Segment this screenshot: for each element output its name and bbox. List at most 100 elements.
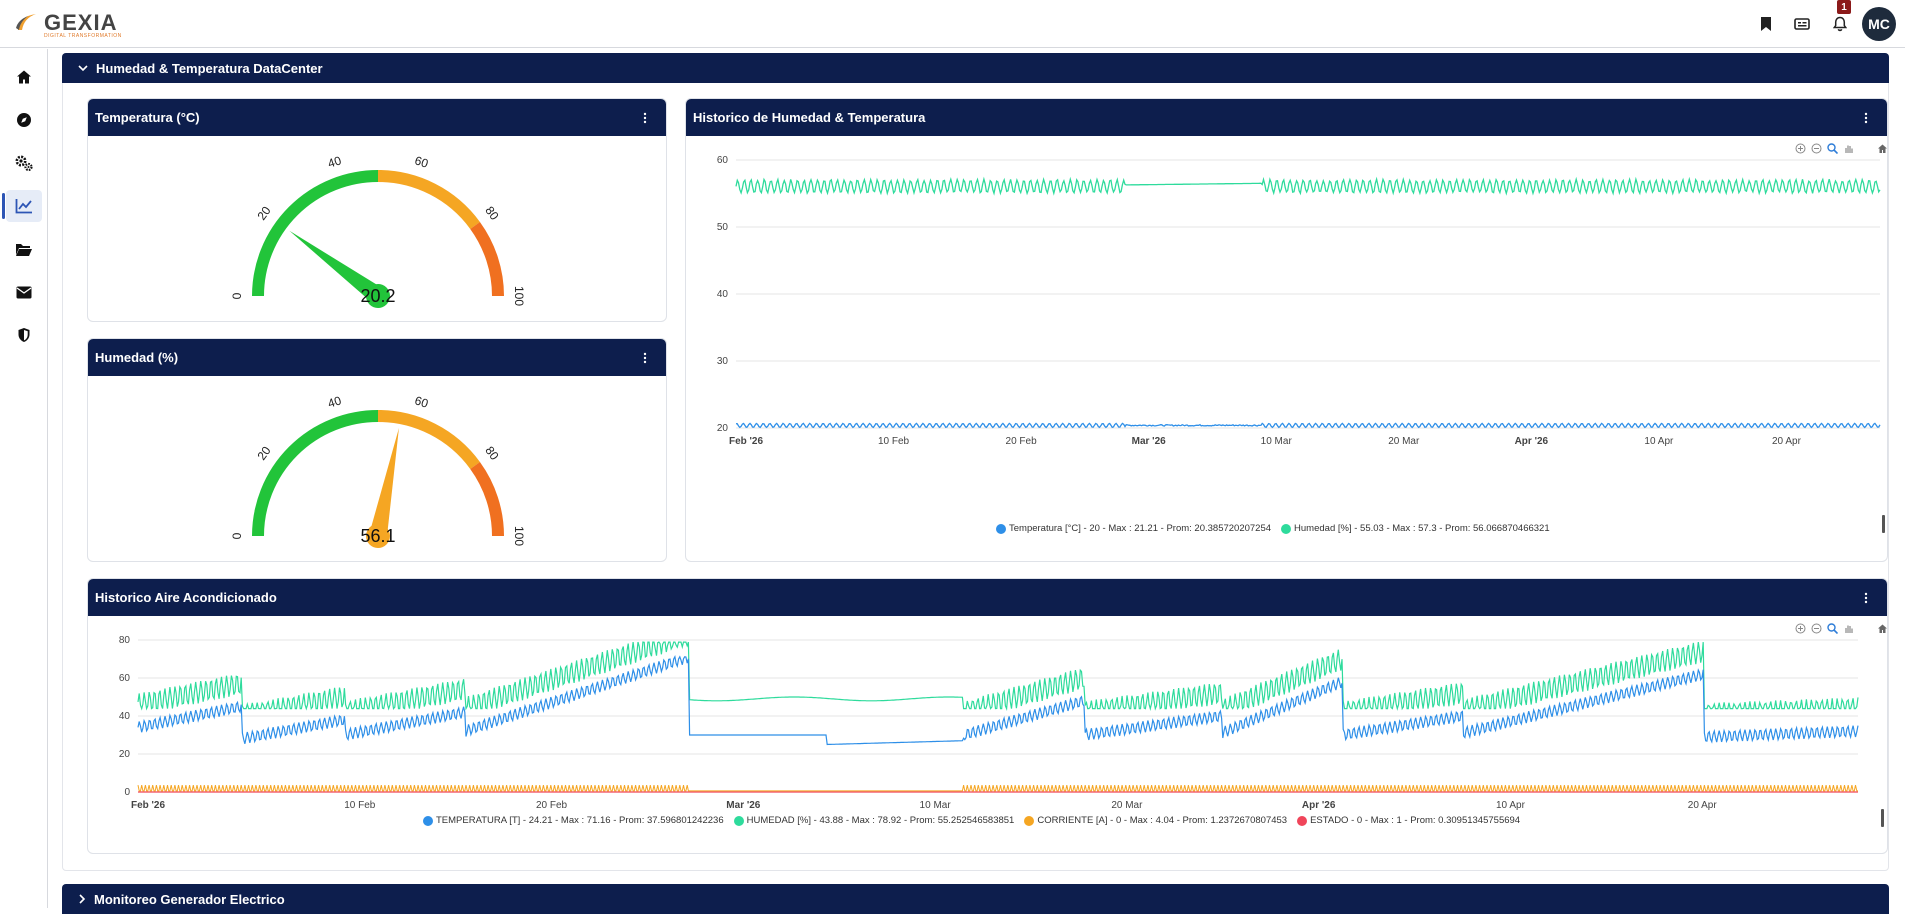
legend-item[interactable]: Temperatura [°C] - 20 - Max : 21.21 - Pr… xyxy=(996,523,1271,534)
x-tick-label: Apr '26 xyxy=(1302,800,1336,811)
card-menu-kebab-icon[interactable] xyxy=(640,109,650,127)
compass-icon xyxy=(17,113,31,127)
chart-scroll-handle[interactable] xyxy=(1882,515,1885,533)
y-tick-label: 0 xyxy=(124,787,130,798)
pan-hand-icon[interactable] xyxy=(1842,622,1854,634)
legend-label: TEMPERATURA [T] - 24.21 - Max : 71.16 - … xyxy=(436,815,724,826)
avatar[interactable]: MC xyxy=(1862,7,1896,41)
x-tick-label: 20 Mar xyxy=(1388,436,1420,447)
y-tick-label: 30 xyxy=(717,356,729,367)
sidebar-item-home[interactable] xyxy=(6,61,42,93)
card-menu-kebab-icon[interactable] xyxy=(1861,109,1871,127)
generator-section-header[interactable]: Monitoreo Generador Electrico xyxy=(62,884,1889,914)
chevron-down-icon xyxy=(78,64,88,72)
gauge-value-label: 56.1 xyxy=(360,526,395,546)
historic-ac-title: Historico Aire Acondicionado xyxy=(95,590,277,605)
bookmark-icon[interactable] xyxy=(1754,12,1778,36)
main-content: Humedad & Temperatura DataCenter Tempera… xyxy=(49,49,1905,914)
chart-scroll-handle[interactable] xyxy=(1881,809,1884,827)
gauge-tick-label: 20 xyxy=(254,203,273,222)
historic-hum-temp-title: Historico de Humedad & Temperatura xyxy=(693,110,926,125)
card-menu-kebab-icon[interactable] xyxy=(640,349,650,367)
sidebar-item-files[interactable] xyxy=(6,233,42,265)
temperature-gauge-card: Temperatura (°C) 0 20 40 60 80 100 20.2 xyxy=(87,98,667,322)
zoom-out-icon[interactable] xyxy=(1810,622,1822,634)
x-tick-label: Mar '26 xyxy=(1132,436,1167,447)
zoom-selection-icon[interactable] xyxy=(1826,142,1838,154)
x-tick-label: 20 Mar xyxy=(1111,800,1143,811)
gauge-tick-label: 40 xyxy=(326,153,343,171)
gauge-tick-label: 80 xyxy=(482,444,501,463)
x-tick-label: 10 Mar xyxy=(920,800,952,811)
legend-item[interactable]: TEMPERATURA [T] - 24.21 - Max : 71.16 - … xyxy=(423,815,724,826)
zoom-selection-icon[interactable] xyxy=(1826,622,1838,634)
sidebar-item-explore[interactable] xyxy=(6,104,42,136)
chevron-right-icon xyxy=(78,894,86,904)
legend-item[interactable]: CORRIENTE [A] - 0 - Max : 4.04 - Prom: 1… xyxy=(1024,815,1287,826)
gauge-band-red xyxy=(470,461,504,537)
sidebar-item-analytics[interactable] xyxy=(2,190,42,222)
notification-badge: 1 xyxy=(1837,0,1851,14)
x-tick-label: Feb '26 xyxy=(131,800,165,811)
card-menu-kebab-icon[interactable] xyxy=(1861,589,1871,607)
pan-hand-icon[interactable] xyxy=(1842,142,1854,154)
chart-toolbar xyxy=(1794,142,1887,154)
x-tick-label: Feb '26 xyxy=(729,436,763,447)
historic-hum-temp-card: Historico de Humedad & Temperatura 60 50 4… xyxy=(685,98,1888,562)
legend-label: CORRIENTE [A] - 0 - Max : 4.04 - Prom: 1… xyxy=(1037,815,1288,826)
legend-label: Humedad [%] - 55.03 - Max : 57.3 - Prom:… xyxy=(1294,523,1550,534)
reset-zoom-home-icon[interactable] xyxy=(1876,622,1887,634)
envelope-icon xyxy=(16,286,32,298)
x-tick-label: 10 Feb xyxy=(878,436,910,447)
gexia-logo[interactable]: GEXIA DIGITAL TRANSFORMATION xyxy=(14,8,124,40)
gauge-tick-label: 0 xyxy=(230,532,244,539)
sidebar-item-security[interactable] xyxy=(6,319,42,351)
home-icon xyxy=(17,70,31,84)
gauge-needle xyxy=(369,428,399,538)
x-tick-label: 20 Feb xyxy=(1006,436,1038,447)
gauge-tick-label: 60 xyxy=(413,393,430,411)
historic-hum-temp-legend: Temperatura [°C] - 20 - Max : 21.21 - Pr… xyxy=(996,523,1550,534)
bell-icon[interactable] xyxy=(1828,12,1852,36)
legend-item[interactable]: HUMEDAD [%] - 43.88 - Max : 78.92 - Prom… xyxy=(733,815,1014,826)
temperature-card-title: Temperatura (°C) xyxy=(95,110,200,125)
y-tick-label: 40 xyxy=(717,289,729,300)
series-line-corriente xyxy=(137,784,1858,792)
gauge-tick-label: 80 xyxy=(482,204,501,223)
sidebar-item-settings[interactable] xyxy=(6,147,42,179)
sidebar-item-messages[interactable] xyxy=(6,276,42,308)
datacenter-section-header[interactable]: Humedad & Temperatura DataCenter xyxy=(62,53,1889,83)
gauge-tick-label: 100 xyxy=(512,286,526,306)
x-tick-label: Mar '26 xyxy=(726,800,761,811)
y-tick-label: 20 xyxy=(717,423,729,434)
x-tick-label: Apr '26 xyxy=(1515,436,1549,447)
gauge-band-orange xyxy=(377,410,480,470)
gauge-needle-hub xyxy=(366,284,390,308)
id-card-icon[interactable] xyxy=(1790,12,1814,36)
series-line-humedad xyxy=(735,176,1881,196)
y-tick-label: 60 xyxy=(119,673,131,684)
chart-line-icon xyxy=(15,199,32,214)
legend-item[interactable]: ESTADO - 0 - Max : 1 - Prom: 0.309513457… xyxy=(1297,815,1520,826)
x-tick-label: 10 Apr xyxy=(1496,800,1526,811)
reset-zoom-home-icon[interactable] xyxy=(1876,142,1887,154)
gauge-band-green xyxy=(252,410,379,537)
zoom-in-icon[interactable] xyxy=(1794,142,1806,154)
legend-item[interactable]: Humedad [%] - 55.03 - Max : 57.3 - Prom:… xyxy=(1281,523,1550,534)
y-tick-label: 50 xyxy=(717,222,729,233)
y-tick-label: 20 xyxy=(119,749,131,760)
zoom-in-icon[interactable] xyxy=(1794,622,1806,634)
folder-open-icon xyxy=(16,243,32,256)
zoom-out-icon[interactable] xyxy=(1810,142,1822,154)
x-tick-label: 20 Feb xyxy=(536,800,568,811)
gauge-needle-hub xyxy=(366,524,390,548)
datacenter-section-title: Humedad & Temperatura DataCenter xyxy=(96,60,323,76)
legend-label: Temperatura [°C] - 20 - Max : 21.21 - Pr… xyxy=(1009,523,1272,534)
x-tick-label: 20 Apr xyxy=(1688,800,1718,811)
x-tick-label: 10 Feb xyxy=(344,800,376,811)
y-tick-label: 40 xyxy=(119,711,131,722)
gears-icon xyxy=(15,155,33,172)
series-line-temperatura xyxy=(137,655,1859,746)
